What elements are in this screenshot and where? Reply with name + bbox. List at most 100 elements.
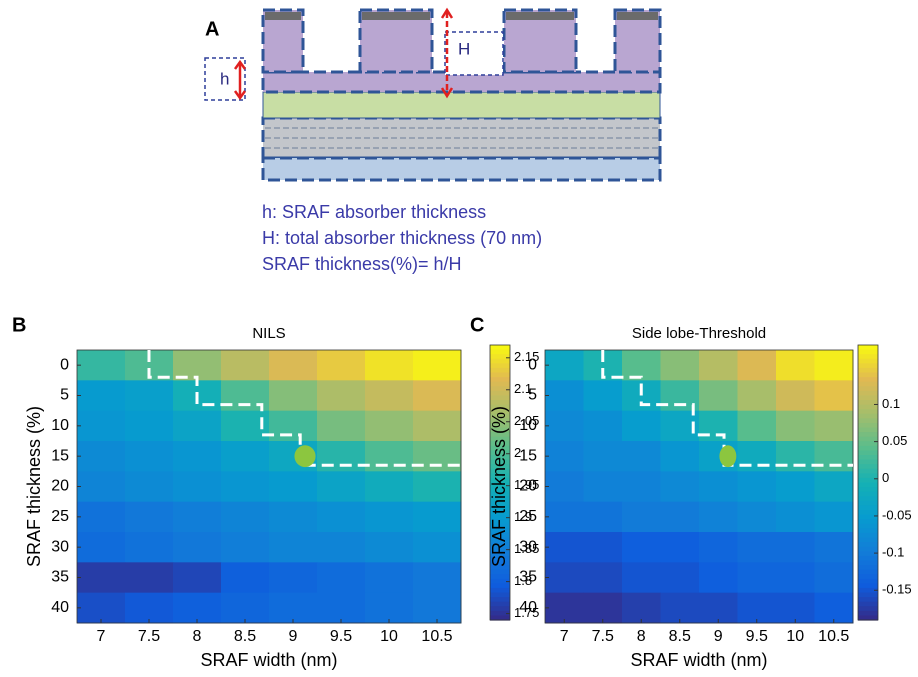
colorbar-band (858, 578, 878, 584)
x-tick-label: 9.5 (746, 628, 768, 645)
heat-cell (221, 350, 270, 381)
colorbar-band (858, 496, 878, 502)
colorbar-frame (857, 344, 879, 621)
colorbar-band (490, 400, 510, 406)
colorbar-band (490, 542, 510, 548)
y-tick-label: 20 (51, 478, 69, 495)
heat-cell (814, 501, 854, 533)
colorbar-band (490, 565, 510, 571)
colorbar-band (858, 381, 878, 387)
heat-cell (413, 350, 462, 381)
x-tick-label: 7 (97, 628, 106, 645)
colorbar-tick-label: 0.1 (882, 396, 900, 411)
heat-cell (317, 471, 366, 503)
y-tick-label: 5 (60, 387, 69, 404)
heat-cell (583, 380, 623, 412)
heat-cell (660, 441, 700, 472)
heat-cell (776, 441, 815, 472)
diagram: A h H h: SRAF absorber thickness H: to (204, 7, 662, 274)
y-tick-label: 40 (51, 599, 69, 616)
x-axis-label: SRAF width (nm) (200, 650, 337, 670)
region-boundary (147, 350, 461, 467)
heat-cell (776, 562, 815, 594)
block (613, 8, 662, 74)
x-tick-label: 9 (714, 628, 723, 645)
heat-cell (737, 501, 777, 533)
heat-cell (77, 501, 126, 533)
heat-cell (269, 532, 318, 563)
heat-cell (413, 471, 462, 503)
panel-label: A (205, 18, 219, 40)
x-tick-label: 7.5 (592, 628, 614, 645)
heat-cell (545, 380, 584, 412)
colorbar-band (490, 487, 510, 493)
y-tick-label: 0 (528, 356, 537, 373)
heat-cell (699, 380, 738, 412)
heat-cell (173, 501, 222, 533)
x-tick-label: 9 (289, 628, 298, 645)
heat-cell (699, 501, 738, 533)
colorbar-band (858, 610, 878, 617)
colorbar-band (858, 473, 878, 479)
H-arrowheads (440, 7, 454, 99)
heat-cell (125, 562, 174, 594)
heat-cell (317, 501, 366, 533)
colorbar-band (858, 523, 878, 529)
heat-cell (699, 532, 738, 563)
heat-cell (737, 410, 777, 442)
heat-cell (583, 410, 623, 442)
heat-cell (317, 532, 366, 563)
colorbar-band (490, 455, 510, 461)
heat-cell (269, 380, 318, 412)
x-tick-label: 7 (560, 628, 569, 645)
absorber-blocks (261, 8, 662, 74)
heat-cell (699, 562, 738, 594)
y-tick-label: 20 (519, 478, 537, 495)
heat-cell (221, 532, 270, 563)
sraf-absorber (263, 72, 660, 92)
y-tick-label: 25 (51, 508, 69, 525)
colorbar-band (490, 404, 510, 410)
heat-cell (221, 562, 270, 594)
colorbar-band (490, 468, 510, 474)
colorbar-band (490, 510, 510, 516)
colorbar-band (858, 404, 878, 410)
colorbar-band (490, 592, 510, 598)
heat-cell (365, 592, 414, 624)
colorbar-band (490, 354, 510, 360)
heat-cell (221, 592, 270, 624)
y-tick-label: 25 (519, 508, 537, 525)
colorbar-band (858, 592, 878, 598)
y-tick-label: 15 (519, 447, 537, 464)
y-tick-label: 0 (60, 356, 69, 373)
heat-cell (269, 562, 318, 594)
colorbar-tick-label: 1.75 (514, 605, 539, 620)
heat-cell (660, 592, 700, 624)
colorbar-band (490, 459, 510, 465)
H-box (444, 31, 504, 76)
heat-cell (814, 410, 854, 442)
heat-cell (77, 441, 126, 472)
colorbar-band (490, 473, 510, 479)
colorbar-band (490, 422, 510, 429)
colorbar-band (490, 436, 510, 442)
colorbar-band (858, 487, 878, 493)
y-tick-label: 40 (519, 599, 537, 616)
heat-cell (699, 471, 738, 503)
colorbar-band (858, 565, 878, 571)
heat-cell (365, 471, 414, 503)
heat-cell (545, 532, 584, 563)
colorbar-band (490, 445, 510, 452)
colorbar-band (858, 560, 878, 566)
colorbar-band (490, 560, 510, 566)
heat-cell (173, 350, 222, 381)
heat-cell (173, 441, 222, 472)
x-tick-label: 7.5 (138, 628, 160, 645)
heat-cell (365, 562, 414, 594)
x-tick-label: 9.5 (330, 628, 352, 645)
heat-cell (173, 562, 222, 594)
heat-cell (365, 532, 414, 563)
heat-cell (699, 592, 738, 624)
colorbar-band (858, 436, 878, 442)
colorbar-band (858, 514, 878, 520)
